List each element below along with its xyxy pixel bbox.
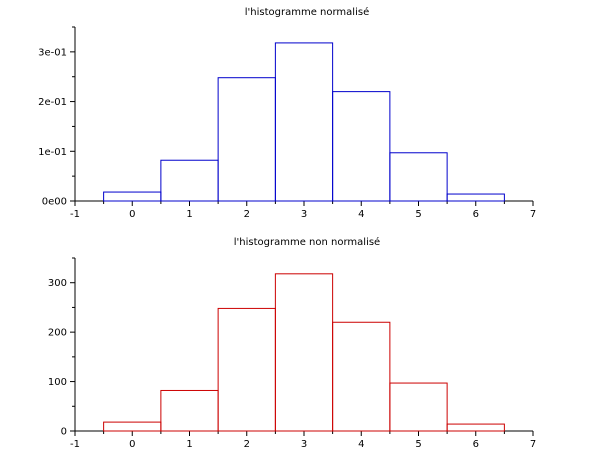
histogram-bar xyxy=(160,159,219,202)
x-tick-label: -1 xyxy=(70,439,80,450)
x-tick-label: 7 xyxy=(530,439,536,450)
x-tick-label: 3 xyxy=(301,439,307,450)
y-tick-label: 2e-01 xyxy=(38,97,67,108)
histogram-bar xyxy=(274,273,334,432)
x-tick-label: 3 xyxy=(301,209,307,220)
chart-title: l'histogramme normalisé xyxy=(245,6,369,18)
y-tick-label: 200 xyxy=(48,328,67,339)
histogram-bar xyxy=(274,42,334,202)
plot-non-normalized: l'histogramme non normalisé-1 0 1 2 3 4 5 6 7010… xyxy=(48,236,536,450)
x-tick-label: 0 xyxy=(129,439,135,450)
y-tick-label: 0e00 xyxy=(42,197,67,208)
chart-title: l'histogramme non normalisé xyxy=(234,236,380,248)
x-tick-label: 6 xyxy=(473,439,479,450)
x-tick-label: 2 xyxy=(244,209,250,220)
plot-normalized: l'histogramme normalisé -1 0 1 2 3 4 5 6 7 0e00 1e-… xyxy=(38,6,536,220)
histogram-bar xyxy=(332,321,391,432)
x-tick-label: 5 xyxy=(415,439,421,450)
histogram-bar xyxy=(389,152,448,202)
x-tick-label: 2 xyxy=(244,439,250,450)
y-tick-label: 1e-01 xyxy=(38,147,67,158)
histogram-bar xyxy=(103,191,162,202)
y-tick-label: 300 xyxy=(48,278,67,289)
x-tick-label: 4 xyxy=(358,439,364,450)
histogram-bar xyxy=(160,389,219,432)
x-tick-label: 6 xyxy=(473,209,479,220)
y-tick-label: 100 xyxy=(48,377,67,388)
histogram-bar xyxy=(217,77,276,202)
histogram-bar xyxy=(389,382,448,432)
x-tick-label: 5 xyxy=(415,209,421,220)
histogram-bar xyxy=(332,91,391,202)
x-tick-label: -1 xyxy=(70,209,80,220)
x-tick-label: 4 xyxy=(358,209,364,220)
histogram-bar xyxy=(446,423,505,432)
x-tick-label: 7 xyxy=(530,209,536,220)
x-tick-label: 0 xyxy=(129,209,135,220)
histogram-bar xyxy=(446,193,505,202)
histogram-bar xyxy=(217,307,276,432)
histogram-bar xyxy=(103,421,162,432)
x-tick-label: 1 xyxy=(186,439,192,450)
y-tick-label: 0 xyxy=(61,427,67,438)
x-tick-label: 1 xyxy=(186,209,192,220)
y-tick-label: 3e-01 xyxy=(38,47,67,58)
